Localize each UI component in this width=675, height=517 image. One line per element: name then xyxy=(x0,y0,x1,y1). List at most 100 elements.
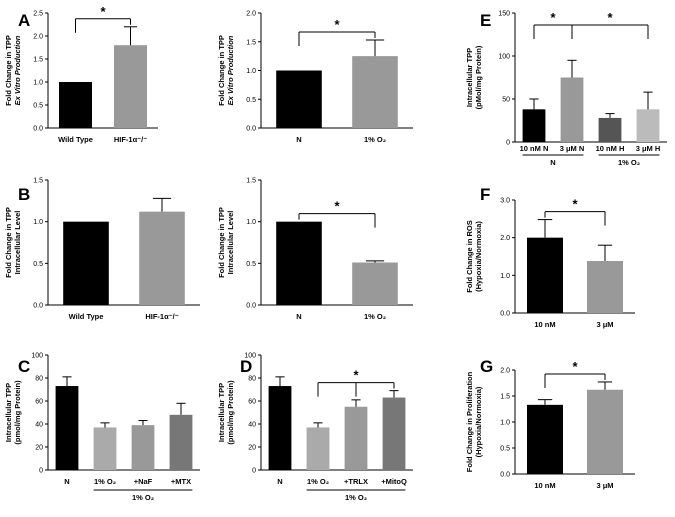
group-label: 1% O₂ xyxy=(618,158,640,167)
y-tick-label: 20 xyxy=(35,445,43,452)
y-tick-label: 0.0 xyxy=(33,126,43,133)
x-tick-label: HIF-1α⁻/⁻ xyxy=(145,312,178,321)
bar xyxy=(114,45,147,129)
y-tick-label: 100 xyxy=(244,353,256,360)
y-label-line: Fold Change in TPP xyxy=(217,207,226,278)
y-tick-label: 1.0 xyxy=(246,68,256,75)
y-label-line: Fold Change in TPP xyxy=(4,207,13,278)
y-tick-label: 1.0 xyxy=(500,273,510,280)
significance-star: * xyxy=(100,4,106,19)
y-tick-label: 1.5 xyxy=(246,178,256,185)
bar xyxy=(59,82,92,128)
x-tick-label: +NaF xyxy=(134,477,153,486)
bar xyxy=(63,221,109,305)
x-tick-label: +TRLX xyxy=(344,477,368,486)
panel-label: B xyxy=(18,185,30,204)
y-tick-label: 2.5 xyxy=(33,11,43,18)
y-axis-label: Intracellular TPP (pmol/mg Protein) xyxy=(4,380,22,445)
y-tick-label: 40 xyxy=(35,422,43,429)
x-tick-label: +MTX xyxy=(171,477,191,486)
y-label-line: Intracellular TPP xyxy=(217,383,226,442)
x-tick-label: 3 μM H xyxy=(636,144,661,153)
bar xyxy=(352,262,398,305)
y-tick-label: 1.0 xyxy=(33,80,43,87)
y-tick-label: 0 xyxy=(39,468,43,475)
y-label-line: (pmol/mg Protein) xyxy=(226,380,235,445)
panel-label: A xyxy=(18,11,30,30)
x-tick-label: 10 nM N xyxy=(520,144,549,153)
y-axis-label: Fold Change in TPP Intracellular Level xyxy=(217,207,235,278)
y-axis-label: Fold Change in TPP Ex Vitro Production xyxy=(217,35,235,106)
x-tick-label: 10 nM xyxy=(534,481,555,490)
y-tick-label: 0.0 xyxy=(33,303,43,310)
panel-b1: B 0.0 0.5 1.0 1.5 Fold Change in TPP Intracell… xyxy=(4,178,200,321)
bar xyxy=(306,427,330,470)
x-tick-label: Wild Type xyxy=(69,312,104,321)
bar xyxy=(527,404,563,474)
panel-e: E 0 50 100 150 Intracellular TPP (pMol/mg Prot… xyxy=(465,10,667,167)
panel-label: G xyxy=(480,357,493,376)
y-tick-label: 0.5 xyxy=(500,446,510,453)
y-label-line: Ex Vitro Production xyxy=(13,35,22,105)
bar xyxy=(560,77,584,142)
y-tick-label: 60 xyxy=(248,399,256,406)
bar xyxy=(636,109,660,142)
bar xyxy=(587,261,623,313)
y-tick-label: 40 xyxy=(248,422,256,429)
x-tick-label: 3 μM xyxy=(596,481,613,490)
panel-c: C 0 20 40 60 80 100 Intracellular TPP (pmol/mg P… xyxy=(4,353,200,502)
y-tick-label: 2.0 xyxy=(500,235,510,242)
group-label: 1% O₂ xyxy=(132,493,154,502)
bar xyxy=(527,237,563,313)
x-tick-label: 10 nM H xyxy=(596,144,625,153)
bar xyxy=(382,397,406,470)
y-tick-label: 80 xyxy=(248,376,256,383)
y-tick-label: 1.5 xyxy=(33,178,43,185)
y-tick-label: 0 xyxy=(252,468,256,475)
significance-star: * xyxy=(334,199,340,214)
x-tick-label: HIF-1α⁻/⁻ xyxy=(114,135,147,144)
bar xyxy=(93,427,117,470)
y-tick-label: 50 xyxy=(502,97,510,104)
y-tick-label: 0.0 xyxy=(500,472,510,479)
panel-a1: A 0.0 0.5 1.0 1.5 2.0 2.5 Fold Change in TPP Ex … xyxy=(4,4,158,144)
panel-label: C xyxy=(18,357,30,376)
significance-star: * xyxy=(353,368,359,383)
bar xyxy=(139,211,185,305)
y-tick-label: 80 xyxy=(35,376,43,383)
y-tick-label: 1.0 xyxy=(33,219,43,226)
significance-star: * xyxy=(334,17,340,32)
y-tick-label: 0.5 xyxy=(246,97,256,104)
panel-d: D 0 20 40 60 80 100 Intracellular TPP (pmol/mg P… xyxy=(217,353,413,502)
y-tick-label: 2.0 xyxy=(246,11,256,18)
panel-b2: 0.0 0.5 1.0 1.5 Fold Change in TPP Intracellu… xyxy=(217,178,413,321)
y-tick-label: 0.0 xyxy=(246,303,256,310)
y-axis-label: Fold Change in TPP Ex Vitro Production xyxy=(4,35,22,106)
y-axis-label: Intracellular TPP (pMol/mg Protein) xyxy=(465,45,483,109)
x-tick-label: Wild Type xyxy=(58,135,93,144)
bar xyxy=(344,406,368,470)
y-label-line: Fold Change in Proliferation xyxy=(465,371,474,472)
bar xyxy=(55,386,79,470)
significance-star: * xyxy=(607,10,613,25)
y-label-line: Fold Change in ROS xyxy=(465,220,474,293)
y-label-line: Intracellular TPP xyxy=(4,383,13,442)
bar xyxy=(352,56,398,128)
y-tick-label: 0.5 xyxy=(246,261,256,268)
y-label-line: Ex Vitro Production xyxy=(226,35,235,105)
y-tick-label: 0.0 xyxy=(246,126,256,133)
y-axis-label: Fold Change in Proliferation (Hypoxia/Nor… xyxy=(465,371,483,472)
y-label-line: Fold Change in TPP xyxy=(4,35,13,106)
group-label: N xyxy=(550,158,555,167)
x-tick-label: 1% O₂ xyxy=(307,477,329,486)
y-tick-label: 0.0 xyxy=(500,311,510,318)
y-label-line: Fold Change in TPP xyxy=(217,35,226,106)
significance-star: * xyxy=(572,197,578,212)
x-tick-label: 1% O₂ xyxy=(364,135,386,144)
y-label-line: Intracellular Level xyxy=(226,211,235,275)
panel-label: D xyxy=(240,357,252,376)
bar xyxy=(131,425,155,470)
significance-star: * xyxy=(572,359,578,374)
y-tick-label: 150 xyxy=(498,11,510,18)
